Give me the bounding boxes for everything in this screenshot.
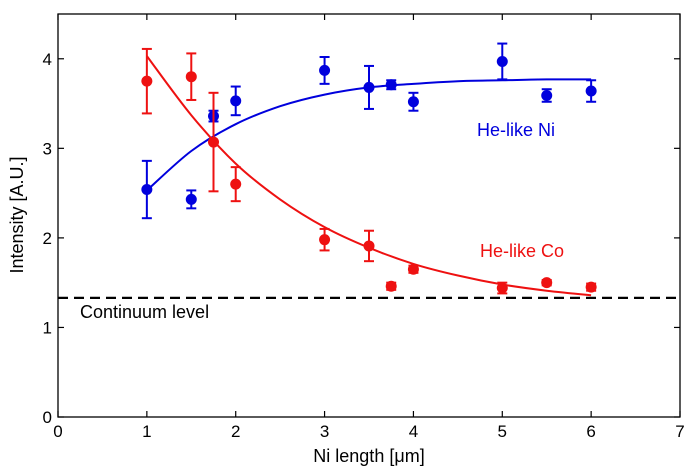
data-point — [585, 85, 597, 97]
x-tick-label: 1 — [142, 422, 151, 441]
data-point — [541, 89, 553, 101]
x-axis-label: Ni length [μm] — [313, 446, 424, 466]
series-group — [141, 42, 597, 297]
data-point — [363, 81, 375, 93]
data-point — [541, 277, 553, 289]
y-tick-label: 4 — [43, 50, 52, 69]
series-he-like-co — [141, 47, 597, 297]
data-point — [407, 263, 419, 275]
data-point — [185, 193, 197, 205]
series-label-he-like-co: He-like Co — [480, 241, 564, 261]
x-tick-label: 5 — [498, 422, 507, 441]
x-tick-label: 0 — [53, 422, 62, 441]
x-tick-label: 3 — [320, 422, 329, 441]
data-point — [385, 280, 397, 292]
series-label-he-like-ni: He-like Ni — [477, 120, 555, 140]
data-point — [319, 64, 331, 76]
data-point — [230, 95, 242, 107]
data-point — [319, 234, 331, 246]
x-tick-label: 6 — [586, 422, 595, 441]
y-tick-label: 3 — [43, 139, 52, 158]
x-tick-label: 4 — [409, 422, 418, 441]
x-tick-label: 2 — [231, 422, 240, 441]
y-tick-label: 1 — [43, 318, 52, 337]
data-point — [363, 240, 375, 252]
axis-ticks: 0 1 2 3 4 5 6 7 0 1 2 3 4 — [43, 14, 685, 441]
data-point — [585, 281, 597, 293]
continuum-level-label: Continuum level — [80, 302, 209, 322]
y-axis-label: Intensity [A.U.] — [7, 156, 27, 273]
data-point — [496, 282, 508, 294]
x-tick-label: 7 — [675, 422, 684, 441]
data-point — [141, 75, 153, 87]
data-point — [230, 178, 242, 190]
data-point — [208, 136, 219, 148]
data-point — [185, 71, 197, 83]
plot-frame — [57, 13, 681, 418]
data-point — [407, 96, 419, 108]
data-point — [496, 55, 508, 67]
y-tick-label: 0 — [43, 408, 52, 427]
y-tick-label: 2 — [43, 229, 52, 248]
data-point — [141, 184, 153, 196]
data-point — [385, 79, 397, 91]
